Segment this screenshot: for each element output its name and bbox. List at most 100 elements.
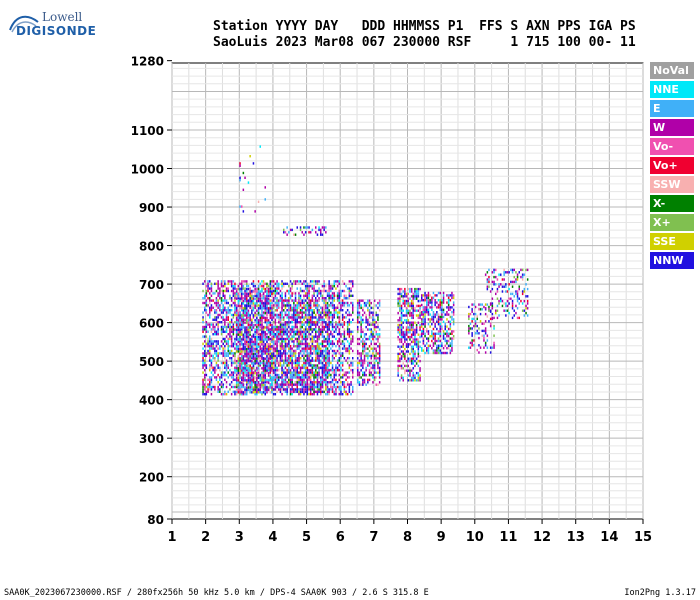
echo-point bbox=[244, 318, 246, 321]
echo-point bbox=[241, 314, 243, 317]
echo-point bbox=[254, 290, 256, 293]
echo-point bbox=[311, 311, 314, 314]
echo-point bbox=[204, 349, 206, 353]
echo-point bbox=[303, 294, 305, 297]
echo-point bbox=[316, 280, 319, 283]
echo-point bbox=[244, 309, 246, 312]
echo-point bbox=[283, 340, 285, 343]
echo-point bbox=[427, 311, 430, 314]
echo-point bbox=[239, 297, 241, 300]
echo-point bbox=[235, 385, 238, 389]
echo-point bbox=[315, 313, 317, 317]
echo-point bbox=[316, 381, 319, 384]
echo-point bbox=[325, 393, 327, 396]
echo-point bbox=[325, 364, 327, 367]
echo-point bbox=[335, 323, 337, 326]
echo-point bbox=[399, 307, 401, 310]
echo-point bbox=[489, 351, 492, 354]
echo-point bbox=[259, 333, 261, 336]
echo-point bbox=[264, 352, 266, 355]
echo-point bbox=[289, 349, 292, 353]
echo-point bbox=[235, 295, 238, 298]
echo-point bbox=[278, 335, 280, 338]
echo-point bbox=[251, 290, 253, 293]
echo-point bbox=[276, 366, 278, 370]
echo-point bbox=[261, 285, 263, 288]
echo-point bbox=[338, 294, 340, 297]
echo-point bbox=[375, 352, 377, 355]
echo-point bbox=[244, 295, 246, 298]
echo-point bbox=[306, 292, 309, 295]
echo-point bbox=[269, 343, 272, 346]
echo-point bbox=[306, 390, 309, 393]
echo-point bbox=[293, 390, 295, 394]
echo-point bbox=[235, 313, 238, 317]
echo-point bbox=[306, 287, 309, 290]
echo-point bbox=[204, 294, 206, 297]
echo-point bbox=[294, 371, 297, 374]
echo-point bbox=[241, 371, 243, 375]
echo-point bbox=[373, 357, 376, 360]
echo-point bbox=[397, 304, 399, 308]
echo-point bbox=[267, 309, 270, 312]
echo-point bbox=[284, 333, 287, 336]
echo-point bbox=[405, 345, 408, 348]
echo-point bbox=[426, 311, 428, 314]
echo-point bbox=[331, 316, 334, 319]
echo-point bbox=[296, 383, 298, 386]
echo-point bbox=[321, 342, 324, 345]
echo-point bbox=[237, 331, 240, 334]
echo-point bbox=[274, 294, 277, 297]
echo-point bbox=[261, 297, 263, 300]
echo-point bbox=[346, 357, 349, 360]
echo-point bbox=[298, 321, 300, 324]
echo-point bbox=[278, 330, 280, 334]
echo-point bbox=[266, 386, 268, 389]
echo-point bbox=[370, 347, 372, 350]
echo-point bbox=[251, 357, 253, 360]
echo-point bbox=[446, 301, 448, 304]
echo-point bbox=[239, 345, 241, 348]
echo-point bbox=[365, 369, 367, 372]
echo-point bbox=[241, 388, 243, 391]
echo-point bbox=[471, 334, 473, 337]
echo-point bbox=[409, 309, 411, 312]
echo-point bbox=[222, 328, 224, 331]
echo-point bbox=[409, 321, 411, 324]
echo-point bbox=[434, 325, 436, 328]
echo-point bbox=[202, 357, 204, 360]
echo-point bbox=[377, 316, 379, 319]
echo-point bbox=[447, 320, 450, 323]
echo-point bbox=[252, 297, 255, 300]
echo-point bbox=[447, 303, 450, 307]
echo-point bbox=[246, 304, 248, 308]
echo-point bbox=[333, 373, 335, 377]
echo-point bbox=[321, 361, 324, 365]
echo-point bbox=[283, 330, 285, 334]
echo-point bbox=[326, 340, 329, 343]
echo-point bbox=[303, 357, 305, 360]
echo-point bbox=[338, 364, 340, 367]
echo-point bbox=[378, 349, 381, 353]
echo-point bbox=[234, 342, 236, 345]
echo-point bbox=[325, 323, 327, 326]
echo-point bbox=[323, 340, 325, 343]
echo-point bbox=[484, 332, 487, 335]
echo-point bbox=[291, 347, 293, 350]
echo-point bbox=[294, 333, 297, 336]
echo-point bbox=[496, 297, 499, 300]
echo-point bbox=[289, 393, 292, 396]
echo-point bbox=[422, 339, 425, 343]
echo-point bbox=[264, 290, 266, 293]
echo-point bbox=[320, 366, 322, 370]
echo-point bbox=[294, 282, 297, 285]
echo-point bbox=[365, 383, 367, 386]
echo-point bbox=[309, 385, 312, 389]
echo-point bbox=[219, 388, 221, 391]
echo-point bbox=[471, 310, 473, 313]
echo-point bbox=[343, 337, 346, 341]
echo-point bbox=[363, 361, 366, 365]
echo-point bbox=[333, 299, 335, 302]
echo-point bbox=[244, 304, 246, 308]
echo-point bbox=[422, 349, 425, 352]
